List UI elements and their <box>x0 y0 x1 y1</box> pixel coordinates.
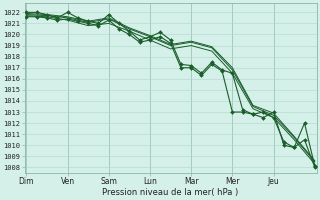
X-axis label: Pression niveau de la mer( hPa ): Pression niveau de la mer( hPa ) <box>102 188 239 197</box>
